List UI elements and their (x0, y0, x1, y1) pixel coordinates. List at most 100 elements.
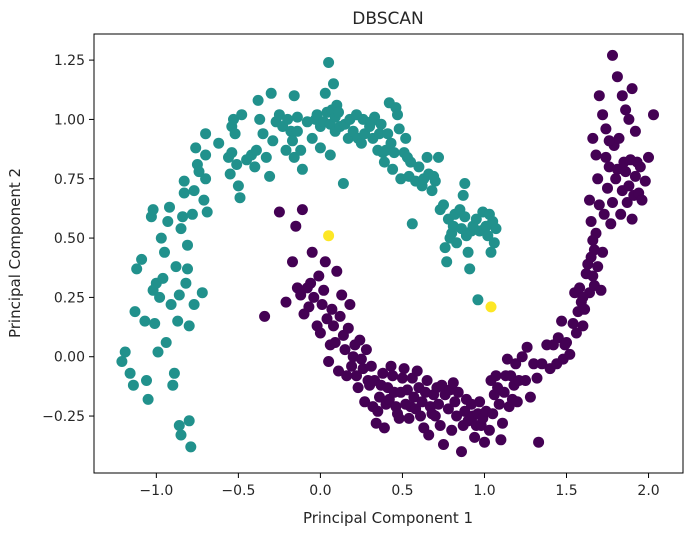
data-point (423, 429, 435, 441)
data-point (319, 87, 331, 99)
data-point (254, 113, 266, 125)
data-point (406, 218, 418, 230)
data-point (183, 320, 195, 332)
data-point (116, 356, 128, 367)
data-point (260, 151, 272, 163)
y-axis-label: Principal Component 2 (6, 168, 24, 338)
data-point (127, 379, 139, 391)
data-point (193, 166, 205, 178)
data-point (319, 256, 331, 268)
data-point (273, 109, 285, 121)
data-point (385, 360, 397, 372)
chart-title: DBSCAN (352, 9, 423, 29)
x-tick-label: 2.0 (637, 483, 659, 499)
data-point (360, 344, 372, 356)
data-point (579, 303, 591, 315)
data-point (331, 265, 343, 277)
data-point (452, 386, 464, 398)
data-point (124, 367, 136, 379)
data-point (605, 218, 617, 230)
data-point (201, 206, 213, 218)
data-point (234, 192, 246, 204)
data-point (403, 412, 415, 424)
points-layer (116, 49, 659, 458)
data-point (180, 277, 192, 289)
data-point (533, 436, 545, 448)
data-point (592, 173, 604, 185)
data-point (359, 396, 371, 408)
data-point (505, 370, 517, 382)
data-point (552, 332, 564, 344)
data-point (603, 135, 615, 147)
data-point (178, 187, 190, 199)
data-point (162, 216, 174, 227)
data-point (155, 232, 167, 244)
data-point (378, 156, 390, 168)
data-point (252, 94, 264, 106)
data-point (188, 299, 200, 310)
data-point (265, 87, 277, 99)
data-point (421, 375, 433, 386)
data-point (321, 313, 333, 325)
data-point (482, 230, 494, 242)
data-point (183, 415, 195, 427)
data-point (141, 375, 152, 386)
data-point (433, 398, 444, 410)
data-point (172, 315, 184, 327)
data-point (615, 208, 627, 220)
y-tick-label: 0.50 (54, 231, 85, 247)
data-point (387, 163, 399, 175)
data-point (264, 170, 276, 182)
data-point (485, 246, 497, 258)
data-point (159, 246, 170, 258)
data-point (411, 365, 423, 377)
data-point (291, 125, 303, 137)
data-point (607, 49, 618, 61)
data-point (611, 71, 623, 83)
data-point (587, 270, 599, 282)
data-point (524, 391, 536, 403)
x-tick-label: −1.0 (139, 483, 173, 499)
x-tick-label: −0.5 (221, 483, 255, 499)
data-point (469, 431, 481, 443)
data-point (493, 398, 505, 410)
data-point (388, 147, 400, 159)
data-point (177, 211, 189, 223)
data-point (584, 194, 595, 206)
data-point (447, 377, 459, 389)
data-point (257, 128, 269, 140)
data-point (421, 151, 433, 163)
data-point (520, 375, 531, 386)
data-point (564, 348, 576, 360)
plot-frame (93, 33, 684, 474)
data-point (621, 197, 633, 208)
data-point (372, 405, 384, 417)
x-tick-label: 0.5 (391, 483, 413, 499)
data-point (200, 149, 212, 161)
x-tick-label: 1.0 (473, 483, 495, 499)
data-point (147, 204, 159, 216)
data-point (306, 246, 318, 258)
data-point (160, 337, 172, 348)
data-point (593, 90, 605, 102)
data-point (280, 144, 292, 156)
data-point (182, 263, 193, 275)
data-point (593, 199, 605, 211)
data-point (462, 246, 474, 258)
data-point (629, 125, 641, 137)
data-point (306, 132, 318, 144)
data-point (385, 137, 397, 149)
data-point (131, 263, 143, 275)
data-point (398, 363, 410, 375)
data-point (139, 315, 151, 327)
data-point (328, 78, 339, 90)
data-point (377, 367, 389, 379)
data-point (341, 370, 353, 382)
data-point (416, 396, 428, 408)
data-point (308, 291, 320, 303)
data-point (433, 151, 444, 163)
data-point (449, 396, 461, 408)
data-point (198, 194, 210, 206)
